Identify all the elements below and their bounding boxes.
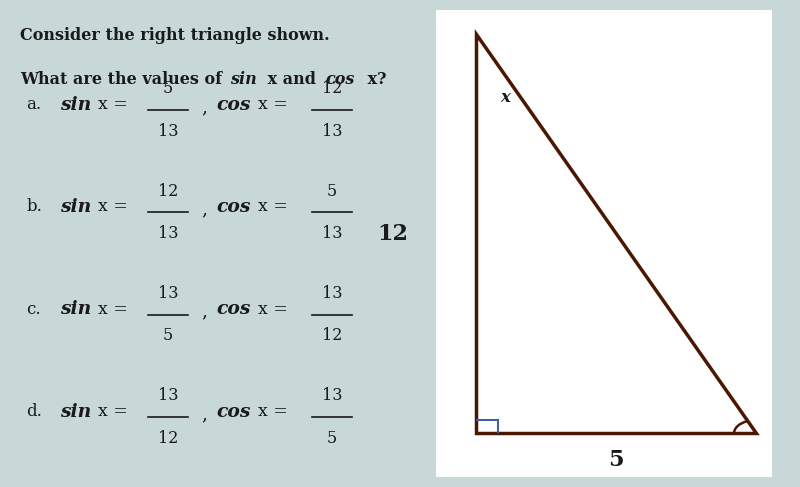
Text: x =: x = <box>98 96 127 113</box>
Text: 12: 12 <box>377 223 408 245</box>
Text: x =: x = <box>258 403 288 420</box>
Text: ,: , <box>202 98 208 116</box>
Text: ,: , <box>202 201 208 218</box>
Text: 12: 12 <box>158 430 178 447</box>
Text: x and: x and <box>262 71 322 88</box>
Text: What are the values of: What are the values of <box>20 71 228 88</box>
Text: 5: 5 <box>327 183 337 200</box>
Text: 5: 5 <box>163 327 173 344</box>
Polygon shape <box>476 34 756 433</box>
Text: 13: 13 <box>158 225 178 242</box>
Text: 13: 13 <box>158 123 178 140</box>
Text: cos: cos <box>216 198 250 216</box>
Text: ,: , <box>202 303 208 320</box>
Text: cos: cos <box>216 96 250 113</box>
Text: 13: 13 <box>322 387 342 404</box>
Text: Consider the right triangle shown.: Consider the right triangle shown. <box>20 27 330 44</box>
Text: 13: 13 <box>322 123 342 140</box>
Text: x =: x = <box>98 199 127 215</box>
Text: cos: cos <box>216 403 250 420</box>
Text: x?: x? <box>362 71 387 88</box>
Text: 5: 5 <box>163 80 173 97</box>
Text: x =: x = <box>258 96 288 113</box>
Text: 5: 5 <box>327 430 337 447</box>
Text: sin: sin <box>60 403 91 420</box>
Text: 12: 12 <box>322 80 342 97</box>
Text: x: x <box>500 89 510 106</box>
Text: sin: sin <box>60 198 91 216</box>
Text: sin: sin <box>60 300 91 318</box>
Text: x =: x = <box>258 301 288 318</box>
Text: 5: 5 <box>608 449 624 471</box>
Text: x =: x = <box>98 403 127 420</box>
Text: 13: 13 <box>158 285 178 302</box>
Text: sin: sin <box>60 96 91 113</box>
FancyBboxPatch shape <box>436 10 772 477</box>
Text: x =: x = <box>98 301 127 318</box>
Text: 13: 13 <box>322 225 342 242</box>
Text: a.: a. <box>26 96 42 113</box>
Text: 12: 12 <box>322 327 342 344</box>
Text: cos: cos <box>216 300 250 318</box>
Text: b.: b. <box>26 199 42 215</box>
Text: 13: 13 <box>322 285 342 302</box>
Text: d.: d. <box>26 403 42 420</box>
Text: ,: , <box>202 405 208 423</box>
Text: c.: c. <box>26 301 41 318</box>
Text: sin: sin <box>230 71 256 88</box>
Text: cos: cos <box>326 71 355 88</box>
Text: 13: 13 <box>158 387 178 404</box>
Text: 12: 12 <box>158 183 178 200</box>
Text: x =: x = <box>258 199 288 215</box>
